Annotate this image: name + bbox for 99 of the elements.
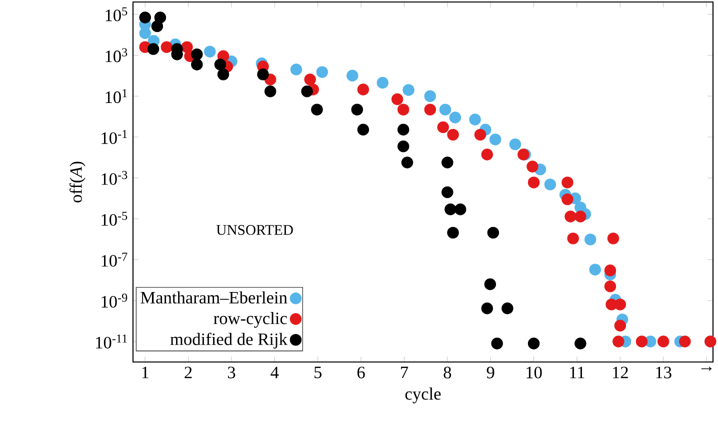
point	[454, 203, 466, 216]
point	[401, 156, 414, 168]
point	[528, 338, 540, 350]
point	[679, 336, 691, 348]
legend-label: row-cyclic	[214, 312, 287, 328]
point	[509, 138, 522, 150]
point	[391, 93, 404, 106]
point	[636, 336, 648, 348]
point	[139, 27, 151, 40]
point	[562, 193, 574, 206]
point	[604, 264, 616, 276]
point	[481, 302, 493, 314]
legend-label: modified de Rijk	[170, 332, 288, 349]
x-tick-label: 9	[486, 366, 494, 378]
point	[402, 84, 414, 96]
point	[147, 43, 160, 55]
point	[567, 232, 579, 244]
point	[424, 104, 436, 116]
point	[191, 58, 203, 70]
x-tick-label: 13	[656, 366, 672, 378]
point	[657, 336, 670, 348]
point	[151, 20, 164, 32]
point	[311, 104, 323, 116]
point	[357, 124, 370, 136]
point	[447, 128, 459, 141]
point	[160, 41, 173, 53]
point	[437, 121, 449, 134]
annotation: UNSORTED	[216, 225, 293, 235]
point	[304, 74, 316, 86]
point	[604, 280, 616, 292]
point	[589, 264, 601, 276]
point	[439, 104, 452, 116]
y-tick-label: 10$^{-9}$	[102, 294, 128, 308]
point	[614, 298, 626, 310]
point	[139, 12, 151, 24]
x-tick-label: →	[701, 366, 712, 371]
point	[607, 232, 620, 244]
point	[574, 210, 586, 222]
point	[474, 128, 486, 141]
point	[290, 64, 302, 76]
point	[257, 68, 269, 80]
point	[487, 226, 500, 239]
x-tick-label: 7	[401, 366, 408, 378]
y-tick-label: 10$^{-11}$	[96, 334, 127, 349]
point	[442, 186, 454, 198]
point	[491, 338, 503, 350]
x-tick-label: 12	[613, 366, 628, 378]
point	[351, 104, 364, 116]
point	[612, 336, 624, 348]
x-tick-label: 2	[184, 366, 192, 378]
point	[544, 178, 556, 190]
point	[564, 210, 576, 222]
y-tick-label: 10$^{5}$	[106, 7, 128, 22]
point	[214, 58, 226, 70]
point	[154, 12, 166, 24]
point	[614, 320, 626, 332]
point	[528, 176, 540, 188]
point	[442, 156, 454, 168]
point	[376, 76, 388, 89]
point	[346, 70, 358, 82]
point	[204, 46, 216, 58]
point	[301, 86, 313, 98]
point	[397, 140, 410, 152]
point	[489, 134, 502, 146]
point	[469, 114, 481, 126]
point	[526, 160, 538, 172]
legend-label: Mantharam–Eberlein	[140, 291, 288, 304]
point	[449, 112, 462, 124]
point	[264, 86, 276, 98]
point	[397, 104, 410, 116]
point	[562, 176, 574, 188]
point	[484, 278, 496, 290]
point	[574, 338, 586, 350]
y-tick-label: 10$^{-3}$	[102, 170, 128, 185]
x-tick-label: 10	[526, 366, 542, 378]
point	[316, 66, 328, 78]
y-tick-label: 10$^{-7}$	[102, 252, 128, 267]
point	[584, 234, 596, 246]
point	[217, 68, 230, 80]
point	[481, 148, 493, 160]
point	[397, 124, 410, 136]
point	[444, 203, 456, 216]
y-tick-label: 10$^{-1}$	[102, 130, 127, 144]
point	[447, 226, 459, 239]
y-tick-label: 10$^{1}$	[106, 89, 127, 104]
x-tick-label: 11	[570, 366, 584, 378]
y-tick-label: 10$^{3}$	[106, 48, 128, 62]
point	[424, 90, 436, 102]
point	[502, 302, 514, 314]
x-axis-title: cycle	[405, 388, 441, 404]
point	[357, 84, 370, 96]
y-tick-label: 10$^{-5}$	[102, 212, 128, 226]
x-tick-label: 8	[444, 366, 452, 378]
x-tick-label: 1	[142, 366, 148, 378]
x-tick-label: 5	[314, 366, 322, 378]
x-tick-label: 6	[357, 366, 365, 378]
x-tick-label: 4	[270, 366, 279, 378]
x-tick-label: 3	[228, 366, 236, 378]
point	[191, 48, 203, 60]
